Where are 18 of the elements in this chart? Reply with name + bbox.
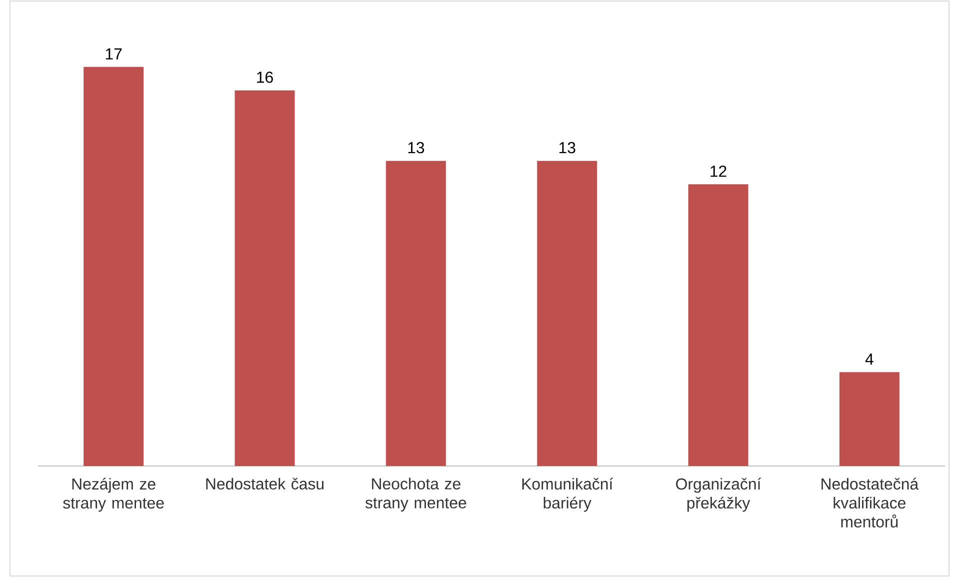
bar — [839, 372, 900, 466]
x-tick-label: Organizační překážky — [676, 478, 762, 512]
x-tick-label: Nezájem ze strany mentee — [63, 478, 164, 512]
x-tick-label: Nedostatek času — [206, 478, 324, 490]
x-tick-label: Komunikační bariéry — [522, 478, 614, 512]
data-label: 13 — [559, 142, 576, 154]
data-label: 12 — [710, 166, 726, 177]
data-label: 13 — [408, 142, 424, 154]
data-label: 17 — [106, 48, 122, 60]
bar — [84, 66, 144, 466]
data-label: 4 — [865, 354, 874, 365]
x-tick-label: Neochota ze strany mentee — [365, 478, 466, 512]
bar — [688, 184, 748, 466]
x-tick-label: Nedostatečná kvalifikace mentorů — [822, 478, 919, 528]
data-label: 16 — [257, 72, 273, 83]
bar — [386, 160, 446, 466]
bar — [537, 160, 598, 466]
bar — [234, 90, 295, 466]
